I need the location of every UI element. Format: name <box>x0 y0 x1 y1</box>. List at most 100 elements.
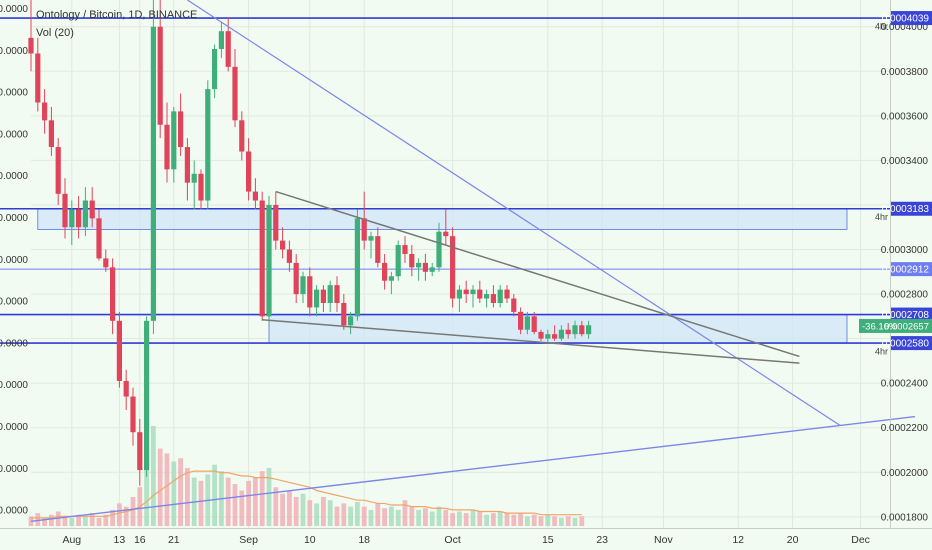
candle-body <box>184 147 190 183</box>
volume-indicator-label: Vol (20) <box>36 27 74 39</box>
volume-bar <box>423 508 428 526</box>
left-axis-label: 0.0000 <box>0 171 28 182</box>
volume-bar <box>572 517 578 526</box>
volume-bar <box>239 490 245 526</box>
price-badge <box>891 201 932 216</box>
volume-bar <box>157 448 163 526</box>
candle-body <box>144 320 150 471</box>
candle-body <box>212 49 218 90</box>
volume-bar <box>49 514 54 526</box>
price-badge <box>891 307 932 322</box>
candle-body <box>504 289 510 299</box>
left-axis-label: 0.0000 <box>0 88 28 99</box>
volume-bar <box>511 514 517 526</box>
current-price-change: -36.16% <box>862 321 898 332</box>
volume-bar <box>538 516 544 526</box>
volume-bar <box>259 471 265 526</box>
price-axis-tick-label: 0.0003400 <box>881 156 929 167</box>
time-axis: Aug 13 16 21 Sep 10 18 Oct 15 23 Nov 12 20 Dec <box>62 534 869 546</box>
trendline <box>30 415 916 523</box>
candle-body <box>463 289 469 295</box>
volume-bar <box>402 500 408 526</box>
candle-body <box>388 276 394 281</box>
candle-body <box>293 262 299 295</box>
time-axis-tick-label: 10 <box>304 534 316 546</box>
left-axis-label: -0.0000 <box>0 297 28 308</box>
candle-body <box>300 276 306 295</box>
left-axis-label: -0.0000 <box>0 464 28 475</box>
candle-body <box>375 236 381 263</box>
volume-bar <box>348 506 353 526</box>
candle-body <box>42 102 48 121</box>
candle-body <box>334 285 340 303</box>
left-axis-label: -0.0000 <box>0 380 28 391</box>
price-axis-tick-label: 0.0003800 <box>881 67 929 78</box>
volume-bar <box>314 503 319 526</box>
candle-body <box>35 53 41 103</box>
trendline <box>187 0 841 427</box>
candle-body <box>164 124 170 170</box>
candle-body <box>579 325 585 335</box>
time-axis-tick-label: 12 <box>732 534 744 546</box>
price-axis-tick-label: 0.0002400 <box>881 379 929 390</box>
volume-bar <box>164 453 170 526</box>
volume-bar <box>83 516 88 526</box>
price-axis: 0.0001800 0.0002000 0.0002200 0.0002400 0.00… <box>881 22 929 523</box>
left-axis-label: 0.0000 <box>0 4 28 15</box>
candle-body <box>402 245 408 254</box>
candle-body <box>218 31 224 50</box>
volume-bar <box>463 513 469 526</box>
timeframe-tag: 4hr <box>875 212 888 222</box>
volume-bar <box>409 506 415 526</box>
volume-bar <box>42 517 47 526</box>
volume-bar <box>69 517 75 526</box>
volume-moving-average-line <box>31 470 582 519</box>
volume-bar <box>327 500 333 526</box>
volume-bar <box>443 509 449 526</box>
candle-body <box>558 329 564 339</box>
candle-body <box>518 311 524 330</box>
candle-body <box>116 320 122 381</box>
price-badge <box>891 336 932 351</box>
price-axis-tick-label: 0.0003000 <box>881 245 929 256</box>
candle-body <box>341 302 347 326</box>
time-axis-tick-label: 21 <box>168 534 180 546</box>
candle-body <box>178 111 184 148</box>
candle-body <box>361 218 367 241</box>
price-axis-tick-label: 0.0002800 <box>881 290 929 301</box>
candle-body <box>484 294 490 299</box>
volume-bar <box>232 484 238 526</box>
price-badge-label: 0.0004039 <box>882 14 930 25</box>
volume-bar <box>436 506 442 526</box>
volume-bar <box>375 503 381 526</box>
candle-body <box>48 120 54 148</box>
volume-bar <box>123 506 129 526</box>
candle-body <box>395 245 401 277</box>
support-resistance-zone <box>268 314 848 344</box>
time-axis-tick-label: Sep <box>239 534 258 546</box>
volume-bar <box>552 516 557 526</box>
candle-body <box>239 120 245 152</box>
left-axis-label: 0.0000 <box>0 255 28 266</box>
price-axis-tick-label: 0.0001800 <box>881 512 929 523</box>
candle-body <box>198 173 204 201</box>
candle-body <box>545 334 551 339</box>
candle-body <box>511 298 517 312</box>
candles-layer <box>28 0 592 486</box>
volume-bar <box>382 508 387 526</box>
trendlines-layer <box>30 0 916 523</box>
volume-bar <box>266 467 272 526</box>
candle-body <box>225 31 231 67</box>
volume-bar <box>117 503 122 526</box>
left-axis-label: 0.0000 <box>0 213 28 224</box>
candle-body <box>354 218 360 317</box>
volume-bar <box>110 509 115 526</box>
time-axis-tick-label: Nov <box>654 534 673 546</box>
time-axis-tick-label: 20 <box>787 534 799 546</box>
candle-body <box>490 294 496 303</box>
volume-bar <box>559 517 564 526</box>
candle-body <box>82 200 88 228</box>
time-axis-tick-label: 23 <box>596 534 608 546</box>
candle-body <box>273 204 279 241</box>
